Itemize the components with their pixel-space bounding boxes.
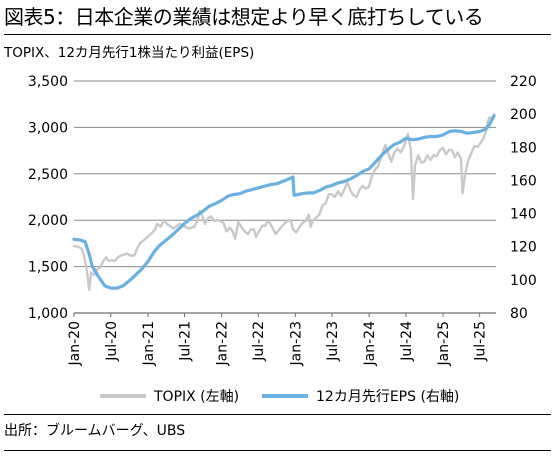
- x-tick-label: Jan-20: [67, 321, 83, 366]
- legend-label-topix: TOPIX (左軸): [153, 389, 239, 405]
- left-tick-label: 2,000: [28, 213, 68, 229]
- x-tick-label: Jan-21: [141, 321, 157, 366]
- x-tick-label: Jul-21: [177, 321, 193, 362]
- left-axis-labels: 1,000 1,500 2,000 2,500 3,000 3,500: [28, 74, 68, 322]
- bottom-divider: [4, 450, 551, 451]
- left-tick-label: 3,500: [28, 74, 68, 90]
- series-lines: [72, 113, 496, 291]
- right-tick-label: 80: [510, 306, 528, 322]
- left-tick-label: 2,500: [28, 167, 68, 183]
- right-tick-label: 140: [510, 207, 537, 223]
- legend: TOPIX (左軸) 12カ月先行EPS (右軸): [100, 389, 459, 405]
- left-tick-label: 1,000: [28, 306, 68, 322]
- x-axis-labels: Jan-20 Jul-20 Jan-21 Jul-21 Jan-22 Jul-22 Jan-…: [67, 313, 489, 366]
- right-tick-label: 160: [510, 173, 537, 189]
- x-tick-label: Jan-23: [288, 321, 304, 366]
- x-tick-label: Jul-20: [104, 321, 120, 362]
- series-line-eps: [72, 114, 496, 290]
- right-tick-label: 200: [510, 107, 537, 123]
- right-axis-labels: 80 100 120 140 160 180 200 220: [510, 74, 537, 322]
- x-tick-label: Jul-22: [251, 321, 267, 362]
- left-tick-label: 1,500: [28, 260, 68, 276]
- right-tick-label: 180: [510, 140, 537, 156]
- x-tick-label: Jan-24: [362, 321, 378, 367]
- legend-label-eps: 12カ月先行EPS (右軸): [316, 389, 459, 405]
- x-tick-label: Jul-23: [325, 321, 341, 362]
- x-tick-label: Jan-22: [215, 321, 231, 366]
- right-tick-label: 120: [510, 240, 537, 256]
- grid-lines: [74, 80, 496, 314]
- source-note: 出所：ブルームバーグ、UBS: [4, 423, 186, 439]
- x-tick-label: Jul-24: [399, 321, 415, 362]
- chart-title: 図表5：日本企業の業績は想定より早く底打ちしている: [4, 5, 484, 29]
- x-tick-label: Jul-25: [473, 321, 489, 362]
- title-divider: [4, 34, 551, 35]
- right-tick-label: 220: [510, 74, 537, 90]
- chart-subtitle: TOPIX、12カ月先行1株当たり利益(EPS): [4, 45, 255, 61]
- right-tick-label: 100: [510, 273, 537, 289]
- left-tick-label: 3,000: [28, 120, 68, 136]
- x-tick-label: Jan-25: [436, 321, 452, 366]
- series-line-topix: [72, 113, 496, 291]
- source-divider: [4, 414, 551, 415]
